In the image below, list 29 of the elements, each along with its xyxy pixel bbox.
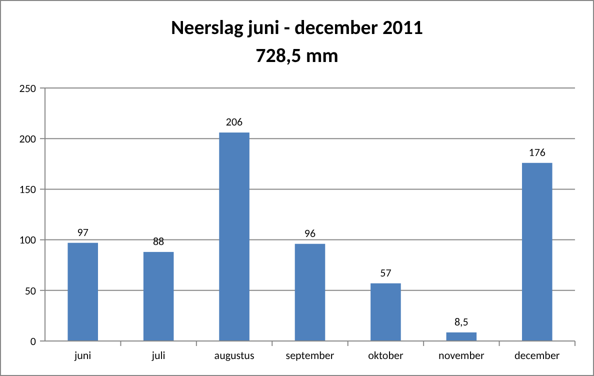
y-tick-label: 50 bbox=[24, 284, 36, 298]
chart-subtitle: 728,5 mm bbox=[256, 44, 338, 68]
x-tick-label: oktober bbox=[368, 349, 404, 362]
y-tick-label: 150 bbox=[19, 183, 36, 196]
data-label: 96 bbox=[304, 226, 316, 240]
y-tick-label: 100 bbox=[19, 234, 36, 247]
x-tick-label: juni bbox=[74, 349, 92, 362]
data-label: 8,5 bbox=[454, 315, 468, 328]
y-tick-label: 250 bbox=[19, 82, 36, 95]
data-label: 176 bbox=[528, 146, 546, 159]
data-label: 206 bbox=[226, 116, 244, 129]
bar bbox=[294, 244, 326, 341]
chart-title: Neerslag juni - december 2011 bbox=[170, 16, 424, 40]
bar bbox=[143, 252, 174, 341]
data-label: 57 bbox=[380, 266, 392, 280]
bar bbox=[219, 132, 250, 341]
x-tick-label: augustus bbox=[214, 349, 254, 362]
x-tick-label: juli bbox=[150, 349, 166, 362]
y-tick-label: 200 bbox=[19, 132, 36, 146]
data-label: 97 bbox=[77, 226, 89, 239]
x-tick-label: december bbox=[514, 349, 560, 362]
bar bbox=[446, 332, 477, 341]
bar bbox=[370, 283, 401, 341]
x-tick-label: november bbox=[438, 349, 484, 362]
bar bbox=[68, 242, 98, 341]
data-label: 88 bbox=[152, 234, 165, 248]
x-tick-label: september bbox=[286, 349, 334, 362]
bar bbox=[522, 162, 552, 341]
y-tick-label: 0 bbox=[30, 334, 36, 348]
